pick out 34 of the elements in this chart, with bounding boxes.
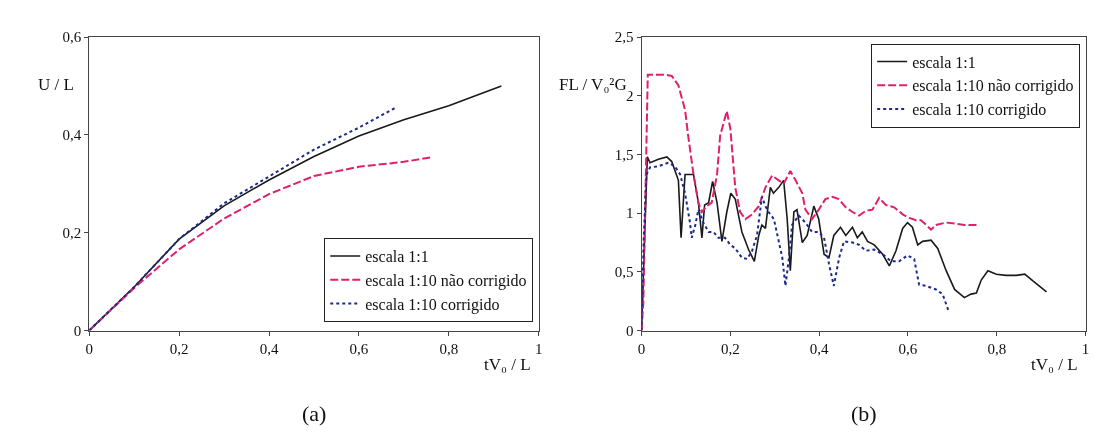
legend-label: escala 1:10 corrigido — [365, 295, 500, 314]
legend-label: escala 1:1 — [365, 248, 429, 266]
x-tick-label: 0,6 — [349, 340, 369, 357]
y-tick-label: 0 — [626, 322, 634, 339]
legend-label: escala 1:1 — [912, 53, 976, 71]
x-tick-label: 0 — [85, 340, 93, 357]
text: (a) — [302, 401, 327, 426]
y-tick-label: 0 — [73, 322, 82, 339]
x-tick-label: 1 — [534, 340, 543, 357]
x-tick-label: 0,4 — [259, 340, 279, 357]
line-series — [641, 161, 950, 331]
x-tick-label: 0,8 — [439, 340, 459, 357]
y-tick-label: 0,5 — [614, 264, 634, 281]
x-tick-label: 0,8 — [987, 340, 1007, 357]
x-tick-label: 0,2 — [720, 340, 740, 357]
x-axis-title: tV₀ / L — [1031, 355, 1078, 374]
x-tick-label: 0,6 — [898, 340, 918, 357]
legend-label: escala 1:10 não corrigido — [912, 77, 1074, 96]
y-axis-title: FL / V₀²G — [559, 75, 627, 94]
legend-label: escala 1:10 corrigido — [912, 101, 1047, 120]
text: (b) — [851, 401, 877, 426]
x-axis-title: tV₀ / L — [484, 355, 531, 374]
y-tick-label: 2,5 — [614, 29, 634, 46]
y-tick-label: 0,6 — [62, 29, 82, 46]
y-tick-label: 0,2 — [62, 224, 82, 241]
y-tick-label: 1,5 — [614, 146, 634, 163]
x-tick-label: 0 — [637, 340, 646, 357]
y-axis-title: U / L — [38, 75, 74, 94]
x-tick-label: 1 — [1081, 340, 1090, 357]
x-tick-label: 0,4 — [809, 340, 830, 357]
y-tick-label: 1 — [626, 205, 634, 222]
x-tick-label: 0,2 — [169, 340, 189, 357]
legend-label: escala 1:10 não corrigido — [365, 272, 527, 290]
y-tick-label: 0,4 — [62, 127, 82, 144]
